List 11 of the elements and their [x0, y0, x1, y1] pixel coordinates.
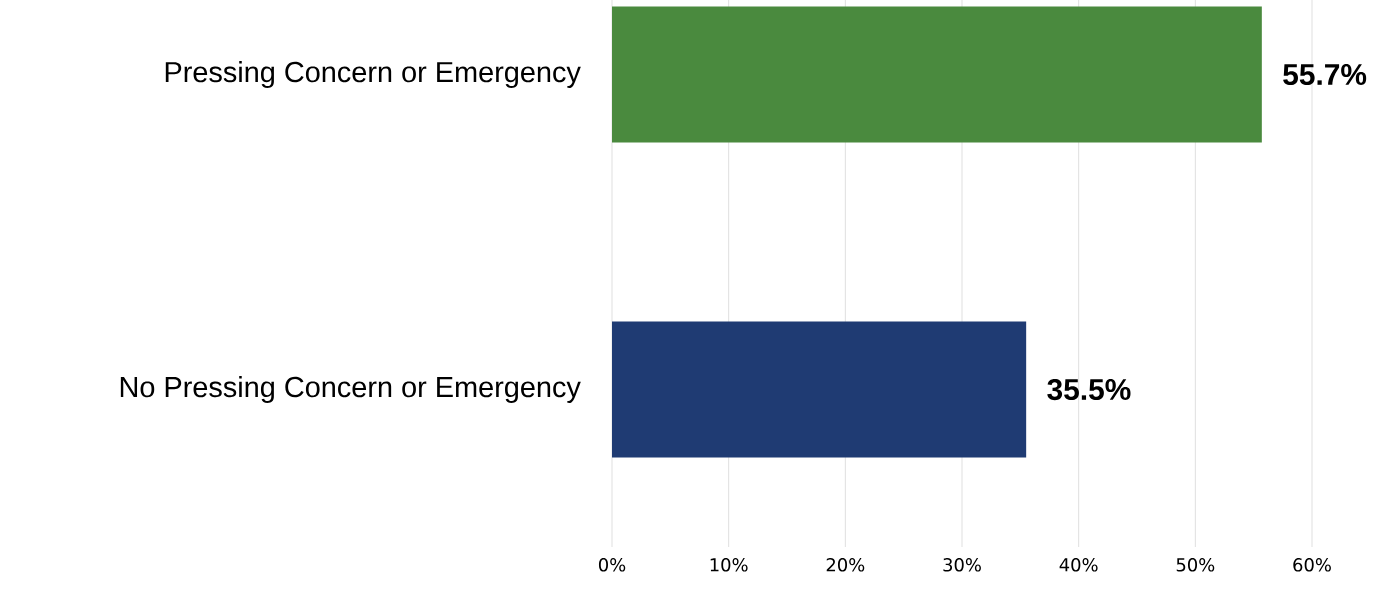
- x-tick-label: 30%: [943, 558, 981, 572]
- data-label: 35.5%: [1047, 378, 1131, 401]
- x-tick-label: 10%: [710, 558, 748, 572]
- x-tick-label: 20%: [826, 558, 865, 572]
- y-tick-label: No Pressing Concern or Emergency: [120, 376, 581, 403]
- x-tick-label: 0%: [598, 558, 626, 572]
- data-label: 55.7%: [1283, 64, 1367, 86]
- x-tick-label: 50%: [1176, 558, 1215, 572]
- x-tick-label: 60%: [1293, 558, 1331, 572]
- y-tick-label: Pressing Concern or Emergency: [165, 61, 581, 89]
- x-tick-label: 40%: [1059, 558, 1098, 572]
